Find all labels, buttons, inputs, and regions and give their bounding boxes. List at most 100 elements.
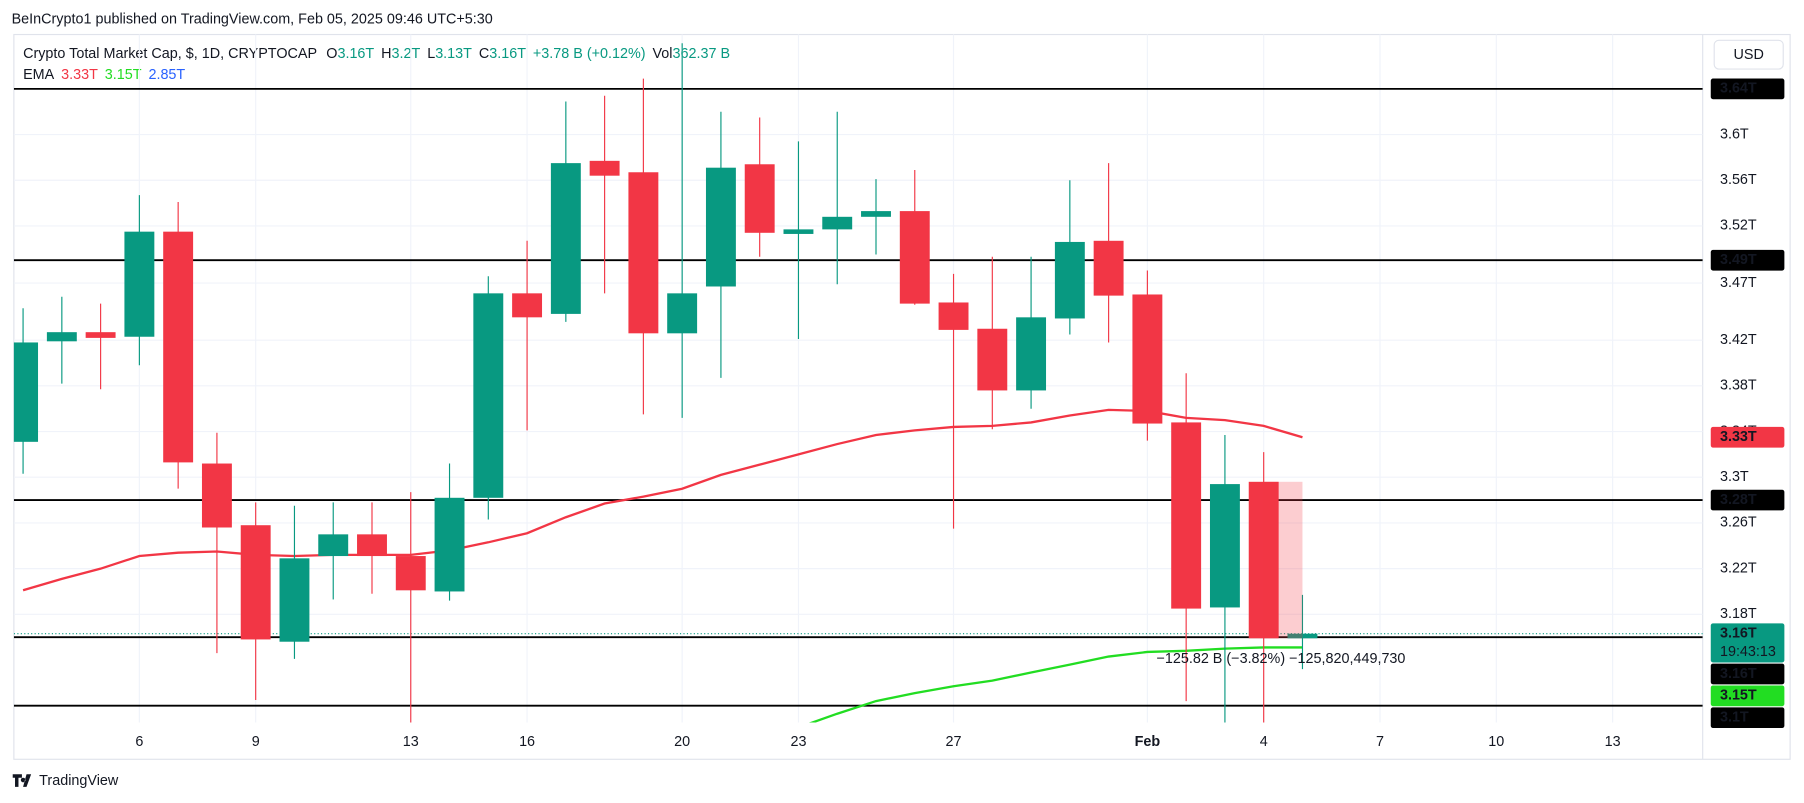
x-tick-label: 6 — [135, 734, 143, 750]
ohlc-key: L — [427, 46, 435, 62]
x-tick-label: 13 — [1605, 734, 1621, 750]
candle-body — [473, 293, 504, 498]
y-tick-label: 3.47T — [1720, 275, 1757, 291]
legend: Crypto Total Market Cap, $, 1D, CRYPTOCA… — [23, 46, 730, 62]
candle-body — [589, 160, 620, 176]
candle-body — [279, 558, 310, 642]
price-tag — [1710, 489, 1785, 511]
x-tick-label: 27 — [946, 734, 962, 750]
candle-body — [938, 302, 969, 330]
price-tag — [1710, 685, 1785, 707]
y-tick-label: 3.3T — [1720, 469, 1749, 485]
x-tick-label: 13 — [403, 734, 419, 750]
price-tag-label: 3.28T — [1720, 492, 1757, 508]
candle-body — [1171, 422, 1202, 609]
currency[interactable]: USD — [1734, 47, 1764, 63]
candle-body — [1209, 484, 1240, 608]
candle-body — [1287, 633, 1318, 639]
plot — [13, 34, 1703, 723]
candle-body — [1248, 481, 1279, 639]
y-tick-label: 3.52T — [1720, 218, 1757, 234]
x-tick-label: 4 — [1260, 734, 1268, 750]
candle-body — [861, 211, 891, 217]
candle-body — [705, 167, 736, 287]
brand: TradingView — [39, 773, 119, 789]
price-tag-label: 3.64T — [1720, 81, 1757, 97]
candle-body — [46, 332, 77, 342]
price-tag — [1710, 707, 1785, 729]
candle-body — [1054, 241, 1085, 319]
candle-body — [201, 463, 232, 528]
candle-body — [550, 163, 581, 314]
ohlc-val: 3.2T — [392, 46, 421, 62]
candle-body — [13, 342, 39, 442]
y-tick-label: 3.26T — [1720, 515, 1757, 531]
candle-body — [357, 534, 387, 557]
y-tick-label: 3.22T — [1720, 560, 1757, 576]
candle-body — [744, 164, 775, 233]
ohlc-key: H — [381, 46, 391, 62]
ema-value: 2.85T — [148, 67, 185, 83]
price-tag — [1710, 663, 1785, 685]
price-tag — [1710, 426, 1785, 448]
price-tag-label: 3.1T — [1720, 709, 1749, 725]
x-tick-label: 23 — [790, 734, 806, 750]
x-tick-label: 7 — [1376, 734, 1384, 750]
price-tag-label: 3.49T — [1720, 252, 1757, 268]
measure-label: −125.82 B (−3.82%) −125,820,449,730 — [1156, 651, 1405, 667]
measure-box — [1263, 481, 1303, 639]
ohlc-val: 3.13T — [435, 46, 472, 62]
ema-line — [809, 646, 1303, 723]
x-tick-label: Feb — [1135, 734, 1161, 750]
price-tag — [1710, 249, 1785, 271]
candle-body — [318, 534, 349, 557]
x-tick-label: 20 — [674, 734, 690, 750]
y-tick-label: 3.18T — [1720, 606, 1757, 622]
price-tag — [1710, 78, 1785, 100]
price-tag-label: 3.16T — [1720, 666, 1757, 682]
ema-value: 3.15T — [105, 67, 142, 83]
ema-value: 3.33T — [61, 67, 98, 83]
currency-button[interactable] — [1713, 39, 1784, 70]
candle-body — [163, 231, 194, 463]
y-tick-label: 3.56T — [1720, 172, 1757, 188]
ohlc-key: O — [326, 46, 337, 62]
ohlc-val: 3.16T — [337, 46, 374, 62]
x-tick-label: 9 — [252, 734, 260, 750]
candle-body — [124, 231, 155, 337]
candle-body — [899, 211, 930, 304]
price-tag-label: 3.33T — [1720, 429, 1757, 445]
vol-val: 362.37 B — [672, 46, 730, 62]
x-tick-label: 16 — [519, 734, 535, 750]
title: Crypto Total Market Cap, $, 1D, CRYPTOCA… — [23, 46, 317, 62]
ema-legend: EMA 3.33T 3.15T 2.85T — [23, 67, 185, 83]
logo — [12, 774, 32, 787]
candle-body — [783, 229, 814, 234]
candle-body — [240, 525, 271, 640]
ohlc-val: 3.16T — [489, 46, 526, 62]
price-tag-label: 3.15T — [1720, 688, 1757, 704]
vol-key: Vol — [653, 46, 673, 62]
candle-body — [628, 172, 659, 334]
y-tick-label: 3.6T — [1720, 126, 1749, 142]
candle-body — [512, 293, 543, 318]
candle-body — [434, 497, 465, 592]
candle-body — [85, 332, 116, 338]
ohlc-key: C — [479, 46, 489, 62]
countdown: 19:43:13 — [1720, 644, 1776, 660]
y-tick-label: 3.42T — [1720, 332, 1757, 348]
ema-label: EMA — [23, 67, 55, 83]
published: BeInCrypto1 published on TradingView.com… — [12, 11, 493, 27]
candle-body — [1016, 317, 1047, 391]
frame — [13, 33, 1791, 760]
ema-line — [22, 408, 1303, 592]
change: +3.78 B (+0.12%) — [533, 46, 646, 62]
y-tick-label: 3.38T — [1720, 378, 1757, 394]
candle-body — [977, 328, 1008, 391]
price-tag — [1710, 623, 1785, 663]
candle-body — [667, 293, 698, 334]
x-tick-label: 10 — [1488, 734, 1504, 750]
candle-body — [395, 556, 426, 591]
